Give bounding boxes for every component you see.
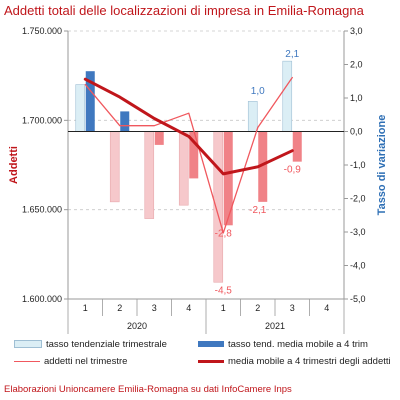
bar-tasso-tendenziale (282, 60, 293, 132)
legend-swatch-dark-bar (198, 341, 224, 348)
data-label: -2,8 (215, 228, 233, 239)
right-tick-label: -2,0 (350, 194, 366, 204)
quarter-label: 3 (152, 303, 157, 313)
data-label: -4,5 (215, 285, 233, 296)
line-media-mobile-addetti (83, 77, 294, 176)
bar-tasso-media-mobile (223, 131, 233, 226)
legend-item-tasso-media-mobile: tasso tend. media mobile a 4 trim (198, 339, 368, 350)
legend-item-addetti-trimestre: addetti nel trimestre (14, 356, 127, 367)
left-axis-title: Addetti (8, 146, 20, 184)
right-axis-title: Tasso di variazione (376, 115, 388, 216)
legend-item-tasso-tendenziale: tasso tendenziale trimestrale (14, 339, 167, 350)
bar-tasso-tendenziale (213, 131, 224, 283)
right-tick-label: -5,0 (350, 294, 366, 304)
left-tick-label: 1.600.000 (22, 294, 62, 304)
bar-tasso-media-mobile (258, 131, 268, 202)
data-label: -0,9 (284, 165, 302, 176)
source-note: Elaborazioni Unioncamere Emilia-Romagna … (4, 384, 292, 395)
data-label: 2,1 (285, 49, 299, 60)
bar-tasso-media-mobile (292, 131, 302, 162)
bar-tasso-tendenziale (109, 131, 120, 203)
bar-tasso-tendenziale (75, 84, 86, 132)
bar-tasso-media-mobile (85, 71, 95, 132)
right-tick-label: 3,0 (350, 26, 363, 36)
bar-tasso-media-mobile (154, 131, 164, 145)
legend-label: media mobile a 4 trimestri degli addetti (228, 356, 391, 367)
data-label: -2,1 (249, 205, 267, 216)
line-addetti-trimestre (84, 76, 293, 234)
quarter-label: 2 (255, 303, 260, 313)
right-tick-label: 1,0 (350, 93, 363, 103)
right-tick-label: -1,0 (350, 160, 366, 170)
quarter-label: 2 (117, 303, 122, 313)
left-tick-label: 1.650.000 (22, 205, 62, 215)
quarter-label: 4 (324, 303, 329, 313)
legend-item-media-mobile-addetti: media mobile a 4 trimestri degli addetti (198, 356, 391, 367)
legend-swatch-thick-line (198, 359, 224, 363)
left-tick-label: 1.700.000 (22, 115, 62, 125)
year-label: 2020 (127, 321, 147, 331)
left-tick-label: 1.750.000 (22, 26, 62, 36)
quarter-label: 3 (290, 303, 295, 313)
right-tick-label: -4,0 (350, 261, 366, 271)
chart-title: Addetti totali delle localizzazioni di i… (4, 3, 364, 18)
legend-swatch-thin-line (14, 360, 40, 362)
legend-label: addetti nel trimestre (44, 356, 128, 367)
legend-label: tasso tend. media mobile a 4 trim (228, 339, 368, 350)
bar-tasso-tendenziale (247, 101, 258, 132)
right-tick-label: 2,0 (350, 60, 363, 70)
right-tick-label: 0,0 (350, 127, 363, 137)
quarter-label: 4 (186, 303, 191, 313)
bar-tasso-tendenziale (178, 131, 189, 206)
right-tick-label: -3,0 (350, 227, 366, 237)
bar-tasso-media-mobile (189, 131, 199, 179)
year-label: 2021 (265, 321, 285, 331)
bar-tasso-tendenziale (144, 131, 155, 219)
bar-tasso-media-mobile (120, 111, 130, 132)
quarter-label: 1 (221, 303, 226, 313)
quarter-label: 1 (83, 303, 88, 313)
data-label: 1,0 (251, 86, 265, 97)
legend-swatch-light-bar (14, 340, 42, 349)
legend-label: tasso tendenziale trimestrale (46, 339, 167, 350)
